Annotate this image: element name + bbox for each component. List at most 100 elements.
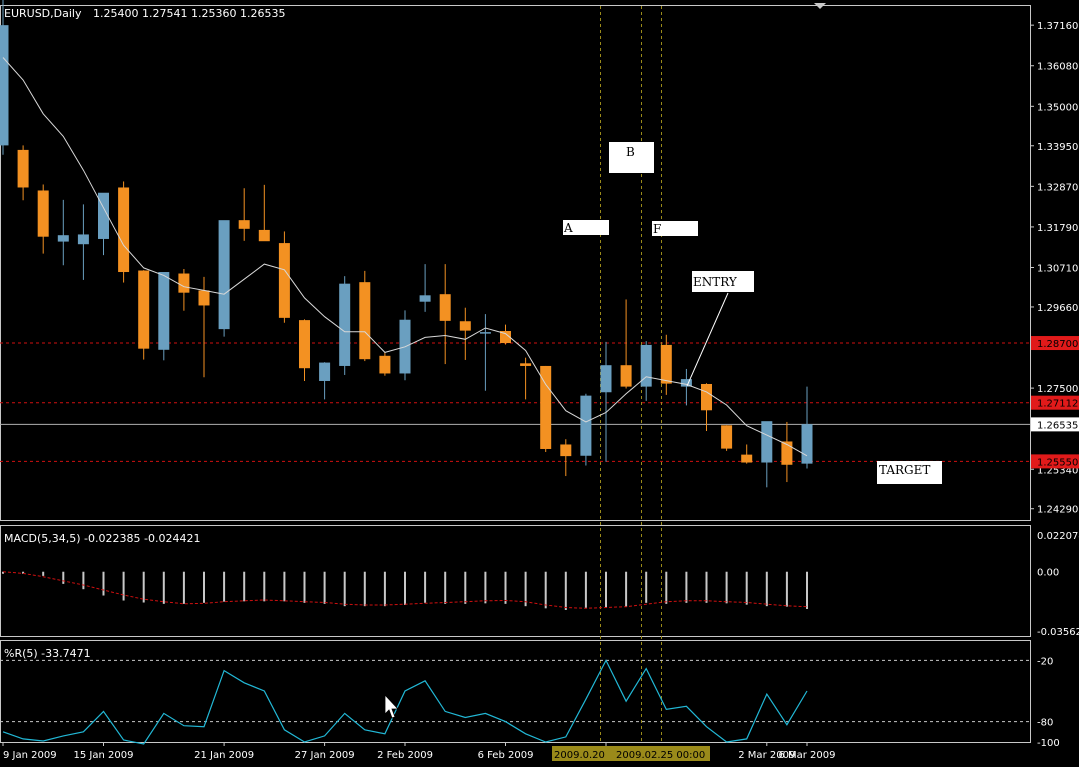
macd-bar [645,571,648,603]
time-tick-label: 15 Jan 2009 [74,750,134,761]
macd-bar [42,571,45,576]
label-a-box [563,220,609,235]
time-highlight-box [552,746,614,761]
candle-body [781,441,793,465]
time-highlight-label: 2009.0.20 [554,750,605,761]
candle-body [138,270,150,349]
macd-tick-label: -0.035624 [1037,627,1079,638]
level-tag-label: 1.25550 [1037,457,1078,468]
macd-bar [665,571,668,604]
macd-bar [243,571,246,602]
macd-bar [424,571,427,603]
candle-body [379,355,391,374]
macd-bar [223,571,226,602]
label-entry: ENTRY [693,275,738,289]
macd-bar [82,571,85,590]
macd-bar [303,571,306,603]
price-tick-label: 1.29660 [1037,303,1078,314]
candle-body [0,25,9,146]
price-panel-frame [0,5,1031,521]
symbol-title: EURUSD,Daily [4,7,82,20]
macd-bar [22,571,25,574]
macd-bar [263,571,266,602]
time-highlight-label: 2009.02.25 00:00 [616,750,705,761]
macd-bar [182,571,185,604]
macd-bar [685,571,688,603]
candle-body [339,283,351,366]
candle-body [801,424,813,464]
candle-body [178,273,190,293]
macd-bar [584,571,587,608]
candle-body [439,294,451,321]
level-tag-label: 1.27112 [1037,399,1078,410]
label-b: B [626,145,635,159]
macd-bar [564,571,567,610]
candle-body [17,149,29,188]
price-tick-label: 1.24290 [1037,505,1078,516]
candle-body [77,234,89,245]
macd-bar [725,571,728,604]
macd-bar [544,571,547,609]
time-highlight-box [614,746,710,761]
level-tag [1031,395,1079,410]
macd-bar [444,571,447,604]
current-price-tag [1031,417,1079,432]
macd-bar [203,571,205,603]
macd-bar [142,571,145,603]
level-tag-label: 1.28700 [1037,339,1078,350]
candle-body [520,363,532,366]
macd-bar [464,571,467,604]
label-f-box [652,221,698,236]
candle-body [640,344,652,387]
price-tick-label: 1.36080 [1037,62,1078,73]
price-tick-label: 1.27500 [1037,384,1078,395]
macd-bar [806,571,808,609]
macd-bar [323,571,326,604]
candle-body [278,243,290,318]
macd-bar [343,571,346,607]
macd-bar [745,571,748,605]
wpr-tick-label: -80 [1037,718,1053,729]
entry-arrow [686,292,729,387]
macd-bar [62,571,65,584]
candle-body [258,229,270,242]
label-target: TARGET [879,463,930,477]
macd-bar [404,571,406,606]
candle-body [660,344,672,384]
price-tick-label: 1.37160 [1037,21,1078,32]
macd-bar [162,571,165,604]
macd-bar [625,571,628,607]
time-tick-label: 6 Mar 2009 [778,750,835,761]
candle-body [600,365,612,393]
candle-body [620,365,632,387]
macd-bar [605,571,607,608]
label-f: F [653,222,661,236]
candle-body [319,362,331,381]
macd-bar [363,571,366,607]
candle-body [299,320,310,369]
candle-body [741,454,753,463]
level-tag [1031,454,1079,469]
shift-marker-icon[interactable] [814,3,826,9]
candle-body [721,425,733,449]
price-tick-label: 1.25340 [1037,465,1078,476]
wpr-tick-label: -20 [1037,656,1053,667]
macd-bar [383,571,386,607]
macd-tick-label: 0.00 [1037,568,1059,579]
candle-body [158,272,170,350]
current-price-tag-label: 1.26535 [1037,420,1078,431]
ohlc-values: 1.25400 1.27541 1.25360 1.26535 [93,7,285,20]
macd-bar [102,571,105,596]
macd-bar [705,571,708,603]
price-tick-label: 1.35000 [1037,102,1078,113]
macd-bar [504,571,507,604]
candle-body [540,365,552,449]
time-tick-label: 21 Jan 2009 [194,750,254,761]
wpr-title: %R(5) -33.7471 [4,647,91,660]
wpr-line [2,659,808,745]
label-target-box [877,461,942,484]
label-a: A [563,221,573,235]
macd-tick-label: 0.022074 [1037,531,1079,542]
label-b-box [609,142,654,173]
